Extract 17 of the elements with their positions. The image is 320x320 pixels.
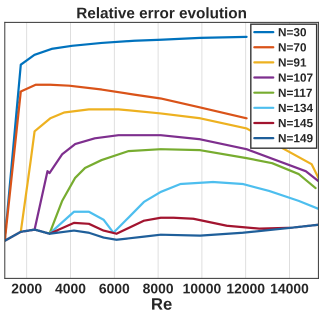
x-axis-title: Re	[152, 298, 172, 310]
x-tick-label: 4000	[55, 284, 86, 294]
x-tick-label: 10000	[183, 284, 221, 294]
chart-title: Relative error evolution	[77, 7, 246, 18]
legend-label: N=30	[278, 28, 306, 36]
x-tick-label: 2000	[12, 284, 42, 294]
legend-label: N=70	[278, 43, 306, 52]
legend-label: N=145	[278, 118, 313, 128]
x-tick-label: 14000	[271, 284, 308, 294]
x-tick-label: 8000	[143, 284, 173, 294]
legend-label: N=117	[278, 88, 312, 97]
legend-label: N=134	[278, 104, 314, 112]
legend-label: N=91	[278, 58, 306, 67]
x-tick-label: 12000	[227, 284, 264, 294]
legend-label: N=107	[278, 73, 313, 82]
legend-label: N=149	[278, 134, 313, 142]
x-tick-label: 6000	[99, 284, 130, 294]
